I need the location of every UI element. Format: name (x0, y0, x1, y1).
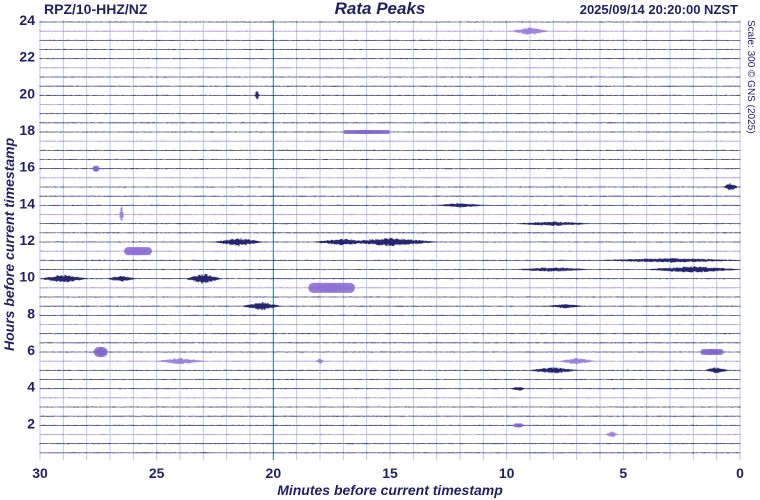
trace-row (39, 406, 741, 408)
trace-row (39, 431, 741, 438)
y-tick-label: 14 (19, 195, 35, 211)
y-tick-label: 12 (19, 232, 35, 248)
y-tick-label: 2 (27, 415, 35, 431)
trace-row (39, 296, 741, 298)
trace-row (39, 247, 741, 256)
trace-row (39, 323, 741, 326)
trace-row (39, 221, 741, 226)
event-burst (343, 130, 390, 134)
trace-row (39, 113, 741, 115)
trace-row (39, 302, 741, 311)
y-tick-label: 22 (19, 49, 35, 65)
y-tick-label: 24 (19, 12, 35, 28)
event-burst (308, 282, 355, 293)
trace-row (39, 333, 741, 335)
trace-row (39, 206, 741, 221)
trace-row (39, 67, 741, 69)
trace-row (39, 21, 741, 23)
event-burst (513, 423, 523, 428)
timestamp: 2025/09/14 20:20:00 NZST (579, 2, 738, 17)
event-burst (700, 349, 724, 355)
trace-row (39, 140, 741, 142)
event-burst (93, 347, 108, 357)
x-tick-label: 30 (32, 465, 48, 481)
trace-row (39, 237, 741, 247)
trace-row (39, 103, 741, 106)
x-tick-label: 25 (149, 465, 165, 481)
event-burst (92, 165, 100, 172)
trace-row (39, 367, 741, 374)
y-tick-label: 10 (19, 269, 35, 285)
y-tick-label: 16 (19, 159, 35, 175)
y-tick-label: 20 (19, 85, 35, 101)
station-code: RPZ/10-HHZ/NZ (44, 1, 148, 17)
y-tick-label: 18 (19, 122, 35, 138)
x-axis-label: Minutes before current timestamp (277, 482, 503, 498)
trace-row (39, 166, 741, 172)
trace-row (39, 387, 741, 391)
x-tick-label: 20 (266, 465, 282, 481)
trace-row (39, 158, 741, 161)
trace-row (39, 48, 741, 51)
y-tick-label: 8 (27, 305, 35, 321)
x-tick-label: 0 (736, 465, 744, 481)
trace-row (39, 183, 741, 191)
trace-row (39, 203, 741, 208)
trace-row (39, 258, 741, 263)
trace-row (39, 122, 741, 124)
trace-row (39, 347, 741, 358)
trace-row (39, 274, 741, 284)
trace-row (39, 314, 741, 316)
trace-row (39, 232, 741, 234)
trace-row (39, 39, 741, 41)
trace-row (39, 27, 741, 35)
trace-row (39, 177, 741, 179)
x-tick-label: 5 (619, 465, 627, 481)
trace-row (39, 342, 741, 344)
trace-row (39, 358, 741, 365)
event-burst (124, 247, 152, 256)
trace-row (39, 415, 741, 417)
y-tick-label: 6 (27, 342, 35, 358)
trace-row (39, 195, 741, 197)
x-tick-label: 15 (382, 465, 398, 481)
trace-row (39, 149, 741, 151)
trace-row (39, 90, 741, 100)
trace-row (39, 397, 741, 399)
trace-row (39, 266, 741, 273)
trace-row (39, 85, 741, 87)
trace-row (39, 452, 741, 454)
trace-row (39, 443, 741, 445)
trace-row (39, 76, 741, 78)
trace-row (39, 58, 741, 60)
trace-row (39, 378, 741, 381)
x-tick-label: 10 (499, 465, 515, 481)
trace-row (39, 423, 741, 428)
y-tick-label: 4 (27, 379, 35, 395)
